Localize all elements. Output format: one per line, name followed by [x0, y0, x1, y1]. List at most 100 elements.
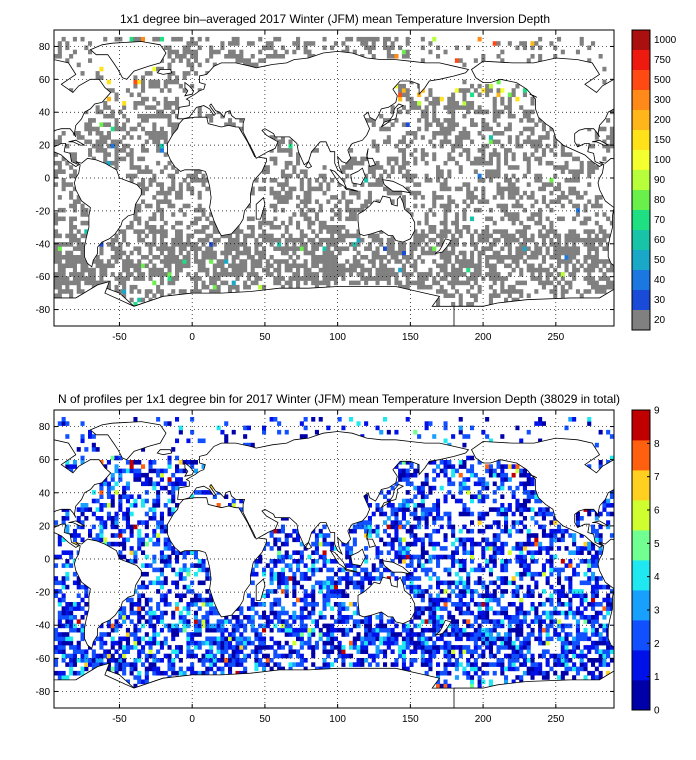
data-bin [583, 229, 588, 234]
data-bin [228, 645, 233, 650]
data-bin [106, 160, 111, 166]
data-bin [360, 36, 365, 42]
data-bin [553, 165, 558, 170]
data-bin [379, 623, 384, 629]
data-bin [594, 259, 599, 264]
data-bin [299, 559, 304, 564]
data-bin [477, 563, 482, 568]
data-bin [144, 203, 149, 209]
data-bin [284, 593, 289, 598]
data-bin [379, 619, 384, 624]
data-bin [216, 627, 221, 633]
data-bin [492, 653, 497, 659]
data-bin [61, 169, 66, 174]
data-bin [186, 623, 191, 629]
data-bin [451, 615, 456, 620]
data-bin [439, 632, 444, 637]
data-bin [299, 182, 304, 187]
data-bin [296, 563, 301, 568]
data-bin [197, 593, 202, 598]
data-bin [538, 178, 543, 183]
data-bin [72, 670, 77, 676]
data-bin [530, 276, 535, 281]
data-bin [594, 610, 599, 616]
data-bin [413, 658, 418, 663]
data-bin [568, 623, 573, 629]
data-bin [171, 242, 176, 247]
data-bin [401, 658, 406, 663]
data-bin [557, 636, 562, 642]
data-bin [349, 212, 354, 217]
data-bin [473, 156, 478, 162]
data-bin [57, 623, 62, 629]
data-bin [103, 101, 108, 106]
data-bin [114, 139, 119, 145]
data-bin [314, 567, 319, 573]
data-bin [114, 250, 119, 256]
data-bin [575, 212, 580, 217]
data-bin [141, 101, 146, 106]
data-bin [307, 636, 312, 642]
data-bin [364, 178, 369, 183]
data-bin [57, 580, 62, 586]
data-bin [152, 632, 157, 637]
data-bin [299, 662, 304, 667]
data-bin [466, 649, 471, 654]
data-bin [337, 212, 342, 217]
data-bin [401, 666, 406, 672]
data-bin [265, 41, 270, 46]
data-bin [137, 79, 142, 85]
data-bin [405, 645, 410, 650]
data-bin [141, 237, 146, 243]
data-bin [594, 280, 599, 286]
data-bin [405, 636, 410, 642]
data-bin [159, 567, 164, 573]
data-bin [401, 173, 406, 179]
data-bin [212, 289, 217, 294]
data-bin [534, 289, 539, 294]
data-bin [137, 207, 142, 213]
data-bin [413, 610, 418, 616]
data-bin [133, 589, 138, 594]
data-bin [560, 289, 565, 294]
data-bin [216, 284, 221, 290]
data-bin [515, 237, 520, 243]
data-bin [477, 636, 482, 642]
data-bin [583, 636, 588, 642]
data-bin [280, 610, 285, 616]
data-bin [137, 135, 142, 140]
data-bin [409, 559, 414, 564]
data-bin [371, 237, 376, 243]
data-bin [239, 662, 244, 667]
data-bin [454, 662, 459, 667]
data-bin [424, 122, 429, 127]
data-bin [159, 289, 164, 294]
data-bin [545, 267, 550, 273]
data-bin [492, 276, 497, 281]
data-bin [171, 666, 176, 672]
grid-lines [54, 30, 614, 326]
data-bin [299, 178, 304, 183]
data-bin [507, 250, 512, 256]
data-bin [511, 156, 516, 162]
data-bin [220, 41, 225, 46]
data-bin [141, 113, 146, 119]
data-bin [591, 632, 596, 637]
land-polygon [177, 50, 470, 175]
data-bin [265, 165, 270, 170]
data-bin [133, 675, 138, 680]
data-bin [269, 619, 274, 624]
data-bin [125, 615, 130, 620]
data-bin [564, 242, 569, 247]
data-bin [190, 662, 195, 667]
data-bin [549, 619, 554, 624]
data-bin [511, 216, 516, 222]
data-bin [152, 126, 157, 132]
data-bin [424, 559, 429, 564]
data-bin [129, 165, 134, 170]
data-bin [481, 602, 486, 607]
data-bin [575, 653, 580, 659]
data-bin [488, 255, 493, 260]
data-bin [69, 225, 74, 230]
data-bin [470, 675, 475, 680]
